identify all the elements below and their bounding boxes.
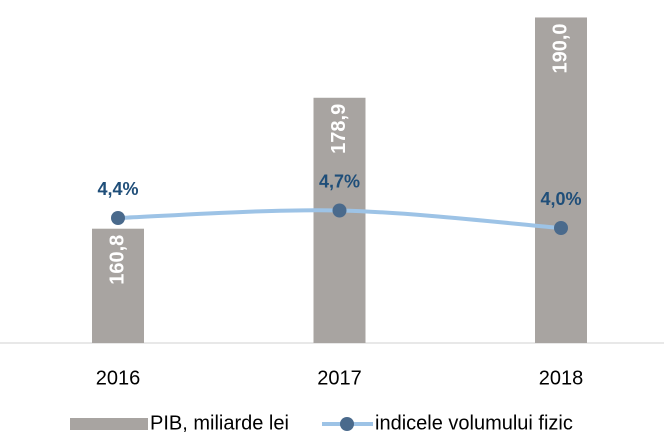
bar bbox=[535, 17, 587, 344]
line-marker bbox=[111, 211, 125, 225]
bar bbox=[92, 228, 144, 343]
legend-swatch bbox=[70, 418, 148, 430]
x-tick-label: 2018 bbox=[539, 367, 584, 389]
legend-label: indicele volumului fizic bbox=[375, 412, 573, 434]
bar-value-label: 190,0 bbox=[549, 23, 571, 73]
line-marker bbox=[554, 221, 568, 235]
bar bbox=[313, 97, 366, 343]
x-tick-label: 2016 bbox=[96, 367, 141, 389]
line-value-label: 4,0% bbox=[540, 189, 581, 209]
line-value-label: 4,7% bbox=[319, 171, 360, 191]
bar-value-label: 178,9 bbox=[328, 104, 350, 154]
bar-value-label: 160,8 bbox=[106, 235, 128, 285]
line-value-label: 4,4% bbox=[97, 179, 138, 199]
legend-marker bbox=[340, 417, 354, 431]
legend-label: PIB, miliarde lei bbox=[150, 412, 289, 434]
x-tick-label: 2017 bbox=[317, 367, 362, 389]
line-marker bbox=[332, 203, 347, 218]
